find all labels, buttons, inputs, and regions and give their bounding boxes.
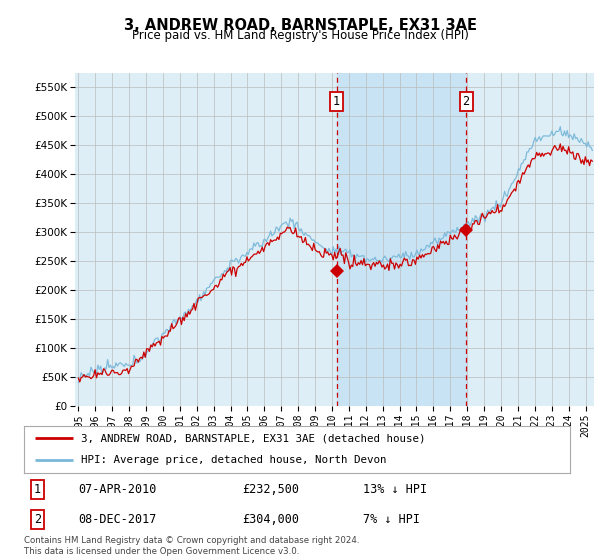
Text: 13% ↓ HPI: 13% ↓ HPI — [362, 483, 427, 496]
Text: 07-APR-2010: 07-APR-2010 — [79, 483, 157, 496]
Text: 2: 2 — [34, 513, 41, 526]
Text: Contains HM Land Registry data © Crown copyright and database right 2024.
This d: Contains HM Land Registry data © Crown c… — [24, 536, 359, 556]
Text: 1: 1 — [333, 95, 340, 108]
Text: £232,500: £232,500 — [242, 483, 299, 496]
Text: 1: 1 — [34, 483, 41, 496]
Text: 3, ANDREW ROAD, BARNSTAPLE, EX31 3AE (detached house): 3, ANDREW ROAD, BARNSTAPLE, EX31 3AE (de… — [82, 433, 426, 444]
Text: 08-DEC-2017: 08-DEC-2017 — [79, 513, 157, 526]
Text: 2: 2 — [463, 95, 470, 108]
Text: £304,000: £304,000 — [242, 513, 299, 526]
Text: Price paid vs. HM Land Registry's House Price Index (HPI): Price paid vs. HM Land Registry's House … — [131, 29, 469, 42]
Text: 3, ANDREW ROAD, BARNSTAPLE, EX31 3AE: 3, ANDREW ROAD, BARNSTAPLE, EX31 3AE — [124, 18, 476, 33]
Text: HPI: Average price, detached house, North Devon: HPI: Average price, detached house, Nort… — [82, 455, 387, 465]
Text: 7% ↓ HPI: 7% ↓ HPI — [362, 513, 419, 526]
Bar — [337, 73, 466, 406]
